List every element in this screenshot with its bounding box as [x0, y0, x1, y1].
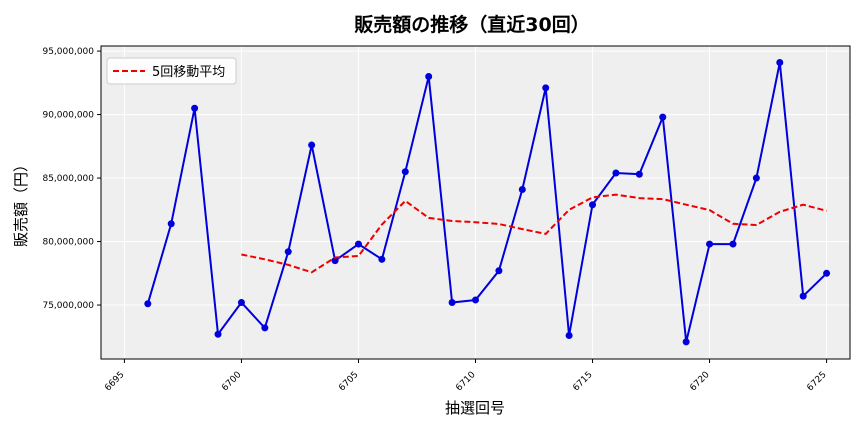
sales-point [589, 201, 597, 209]
sales-point [144, 300, 152, 308]
y-axis-label: 販売額（円） [12, 157, 30, 247]
sales-point [284, 248, 292, 256]
sales-point [237, 298, 245, 306]
legend-box [106, 57, 237, 85]
sales-point [659, 113, 667, 121]
sales-point [331, 257, 339, 265]
sales-point [401, 168, 409, 176]
sales-point [425, 72, 433, 80]
sales-point [167, 220, 175, 228]
sales-point [706, 240, 714, 248]
legend-label-moving-average: 5回移動平均 [152, 65, 225, 80]
sales-point [308, 141, 316, 149]
y-tick-label: 75,000,000 [42, 301, 94, 311]
sales-point [261, 324, 269, 332]
sales-point [635, 170, 643, 178]
sales-point [799, 292, 807, 300]
sales-point [214, 330, 222, 338]
sales-point [729, 240, 737, 248]
grid [101, 46, 850, 359]
plot-frame [100, 45, 851, 360]
sales-point [542, 84, 550, 92]
sales-point [752, 174, 760, 182]
sales-point [565, 332, 573, 340]
sales-point [612, 169, 620, 177]
sales-point [191, 104, 199, 112]
sales-point [776, 59, 784, 67]
chart-title: 販売額の推移（直近30回） [354, 13, 589, 36]
sales-point [448, 298, 456, 306]
series-layer [144, 59, 831, 346]
y-tick-label: 90,000,000 [42, 111, 94, 121]
sales-point [823, 269, 831, 277]
y-tick-label: 95,000,000 [42, 47, 94, 57]
sales-point [378, 255, 386, 263]
moving-average-line [241, 193, 827, 274]
x-axis-label: 抽選回号 [445, 399, 505, 417]
y-tick-label: 80,000,000 [42, 238, 94, 248]
sales-point [495, 267, 503, 275]
y-tick-label: 85,000,000 [42, 174, 94, 184]
sales-point [682, 338, 690, 346]
sales-point [472, 296, 479, 304]
legend: 5回移動平均 [106, 57, 237, 85]
sales-point [354, 240, 362, 248]
sales-line [146, 62, 828, 343]
sales-point [518, 185, 526, 193]
